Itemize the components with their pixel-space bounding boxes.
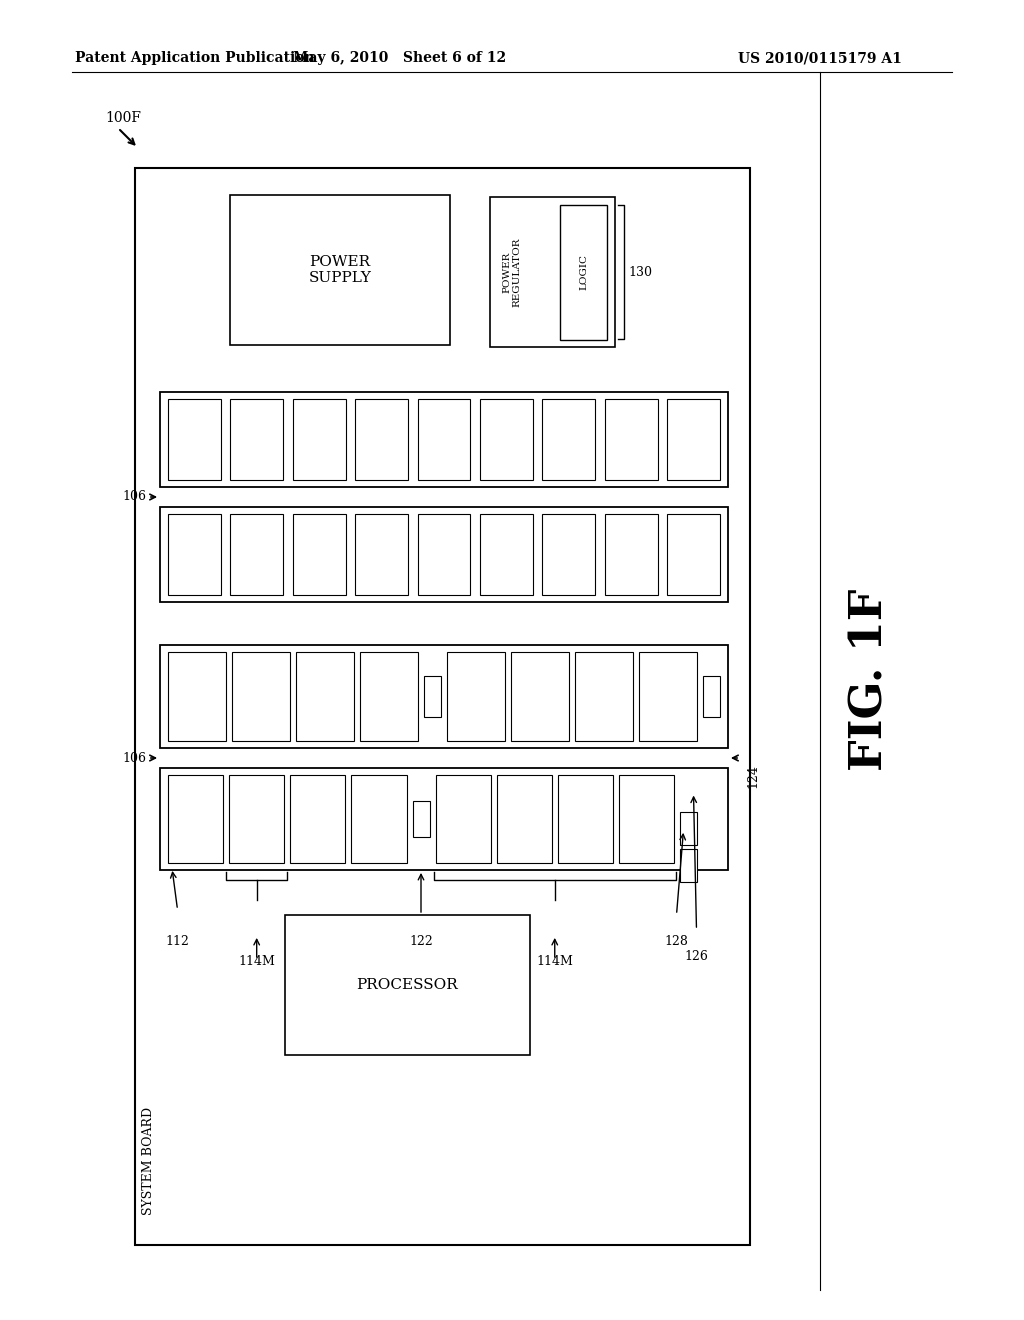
Bar — [497, 775, 552, 863]
Bar — [680, 812, 697, 845]
Bar — [413, 800, 429, 837]
Bar — [160, 392, 728, 487]
Bar — [490, 197, 615, 347]
Text: 114M: 114M — [537, 954, 573, 968]
Bar — [230, 195, 450, 345]
Bar — [135, 168, 750, 1245]
Text: 122: 122 — [410, 935, 433, 948]
Text: PROCESSOR: PROCESSOR — [356, 978, 459, 993]
Text: Patent Application Publication: Patent Application Publication — [75, 51, 314, 65]
Bar — [290, 775, 345, 863]
Text: 114M: 114M — [239, 954, 275, 968]
Bar — [232, 652, 290, 741]
Bar — [703, 676, 720, 717]
Bar — [355, 513, 408, 595]
Bar — [160, 645, 728, 748]
Text: 126: 126 — [685, 950, 709, 964]
Text: POWER
SUPPLY: POWER SUPPLY — [308, 255, 372, 285]
Text: SYSTEM BOARD: SYSTEM BOARD — [142, 1107, 156, 1214]
Bar — [543, 513, 595, 595]
Bar — [543, 399, 595, 480]
Bar — [511, 652, 569, 741]
Bar — [480, 513, 532, 595]
Bar — [575, 652, 633, 741]
Bar — [667, 513, 720, 595]
Bar — [447, 652, 505, 741]
Bar — [558, 775, 613, 863]
Bar — [296, 652, 354, 741]
Text: 130: 130 — [628, 265, 652, 279]
Text: 106: 106 — [122, 751, 146, 764]
Text: US 2010/0115179 A1: US 2010/0115179 A1 — [738, 51, 902, 65]
Bar — [230, 399, 284, 480]
Bar — [480, 399, 532, 480]
Bar — [229, 775, 285, 863]
Text: 124: 124 — [746, 764, 759, 788]
Bar — [435, 775, 490, 863]
Text: POWER
REGULATOR: POWER REGULATOR — [503, 238, 521, 306]
Bar — [160, 507, 728, 602]
Text: May 6, 2010   Sheet 6 of 12: May 6, 2010 Sheet 6 of 12 — [294, 51, 507, 65]
Bar — [424, 676, 441, 717]
Bar — [351, 775, 407, 863]
Bar — [418, 399, 470, 480]
Bar — [230, 513, 284, 595]
Bar — [667, 399, 720, 480]
Bar — [168, 775, 223, 863]
Text: 128: 128 — [665, 935, 688, 948]
Text: FIG. 1F: FIG. 1F — [849, 589, 892, 771]
Text: 112: 112 — [166, 935, 189, 948]
Bar — [355, 399, 408, 480]
Bar — [160, 768, 728, 870]
Bar — [605, 399, 657, 480]
Text: LOGIC: LOGIC — [579, 255, 588, 290]
Bar — [680, 849, 697, 883]
Bar — [560, 205, 607, 341]
Bar — [293, 399, 346, 480]
Bar — [285, 915, 530, 1055]
Bar — [293, 513, 346, 595]
Bar — [605, 513, 657, 595]
Bar — [618, 775, 674, 863]
Bar — [168, 399, 221, 480]
Bar — [418, 513, 470, 595]
Bar — [168, 652, 226, 741]
Text: 106: 106 — [122, 491, 146, 503]
Text: 100F: 100F — [105, 111, 141, 125]
Bar — [168, 513, 221, 595]
Bar — [639, 652, 697, 741]
Bar — [360, 652, 418, 741]
